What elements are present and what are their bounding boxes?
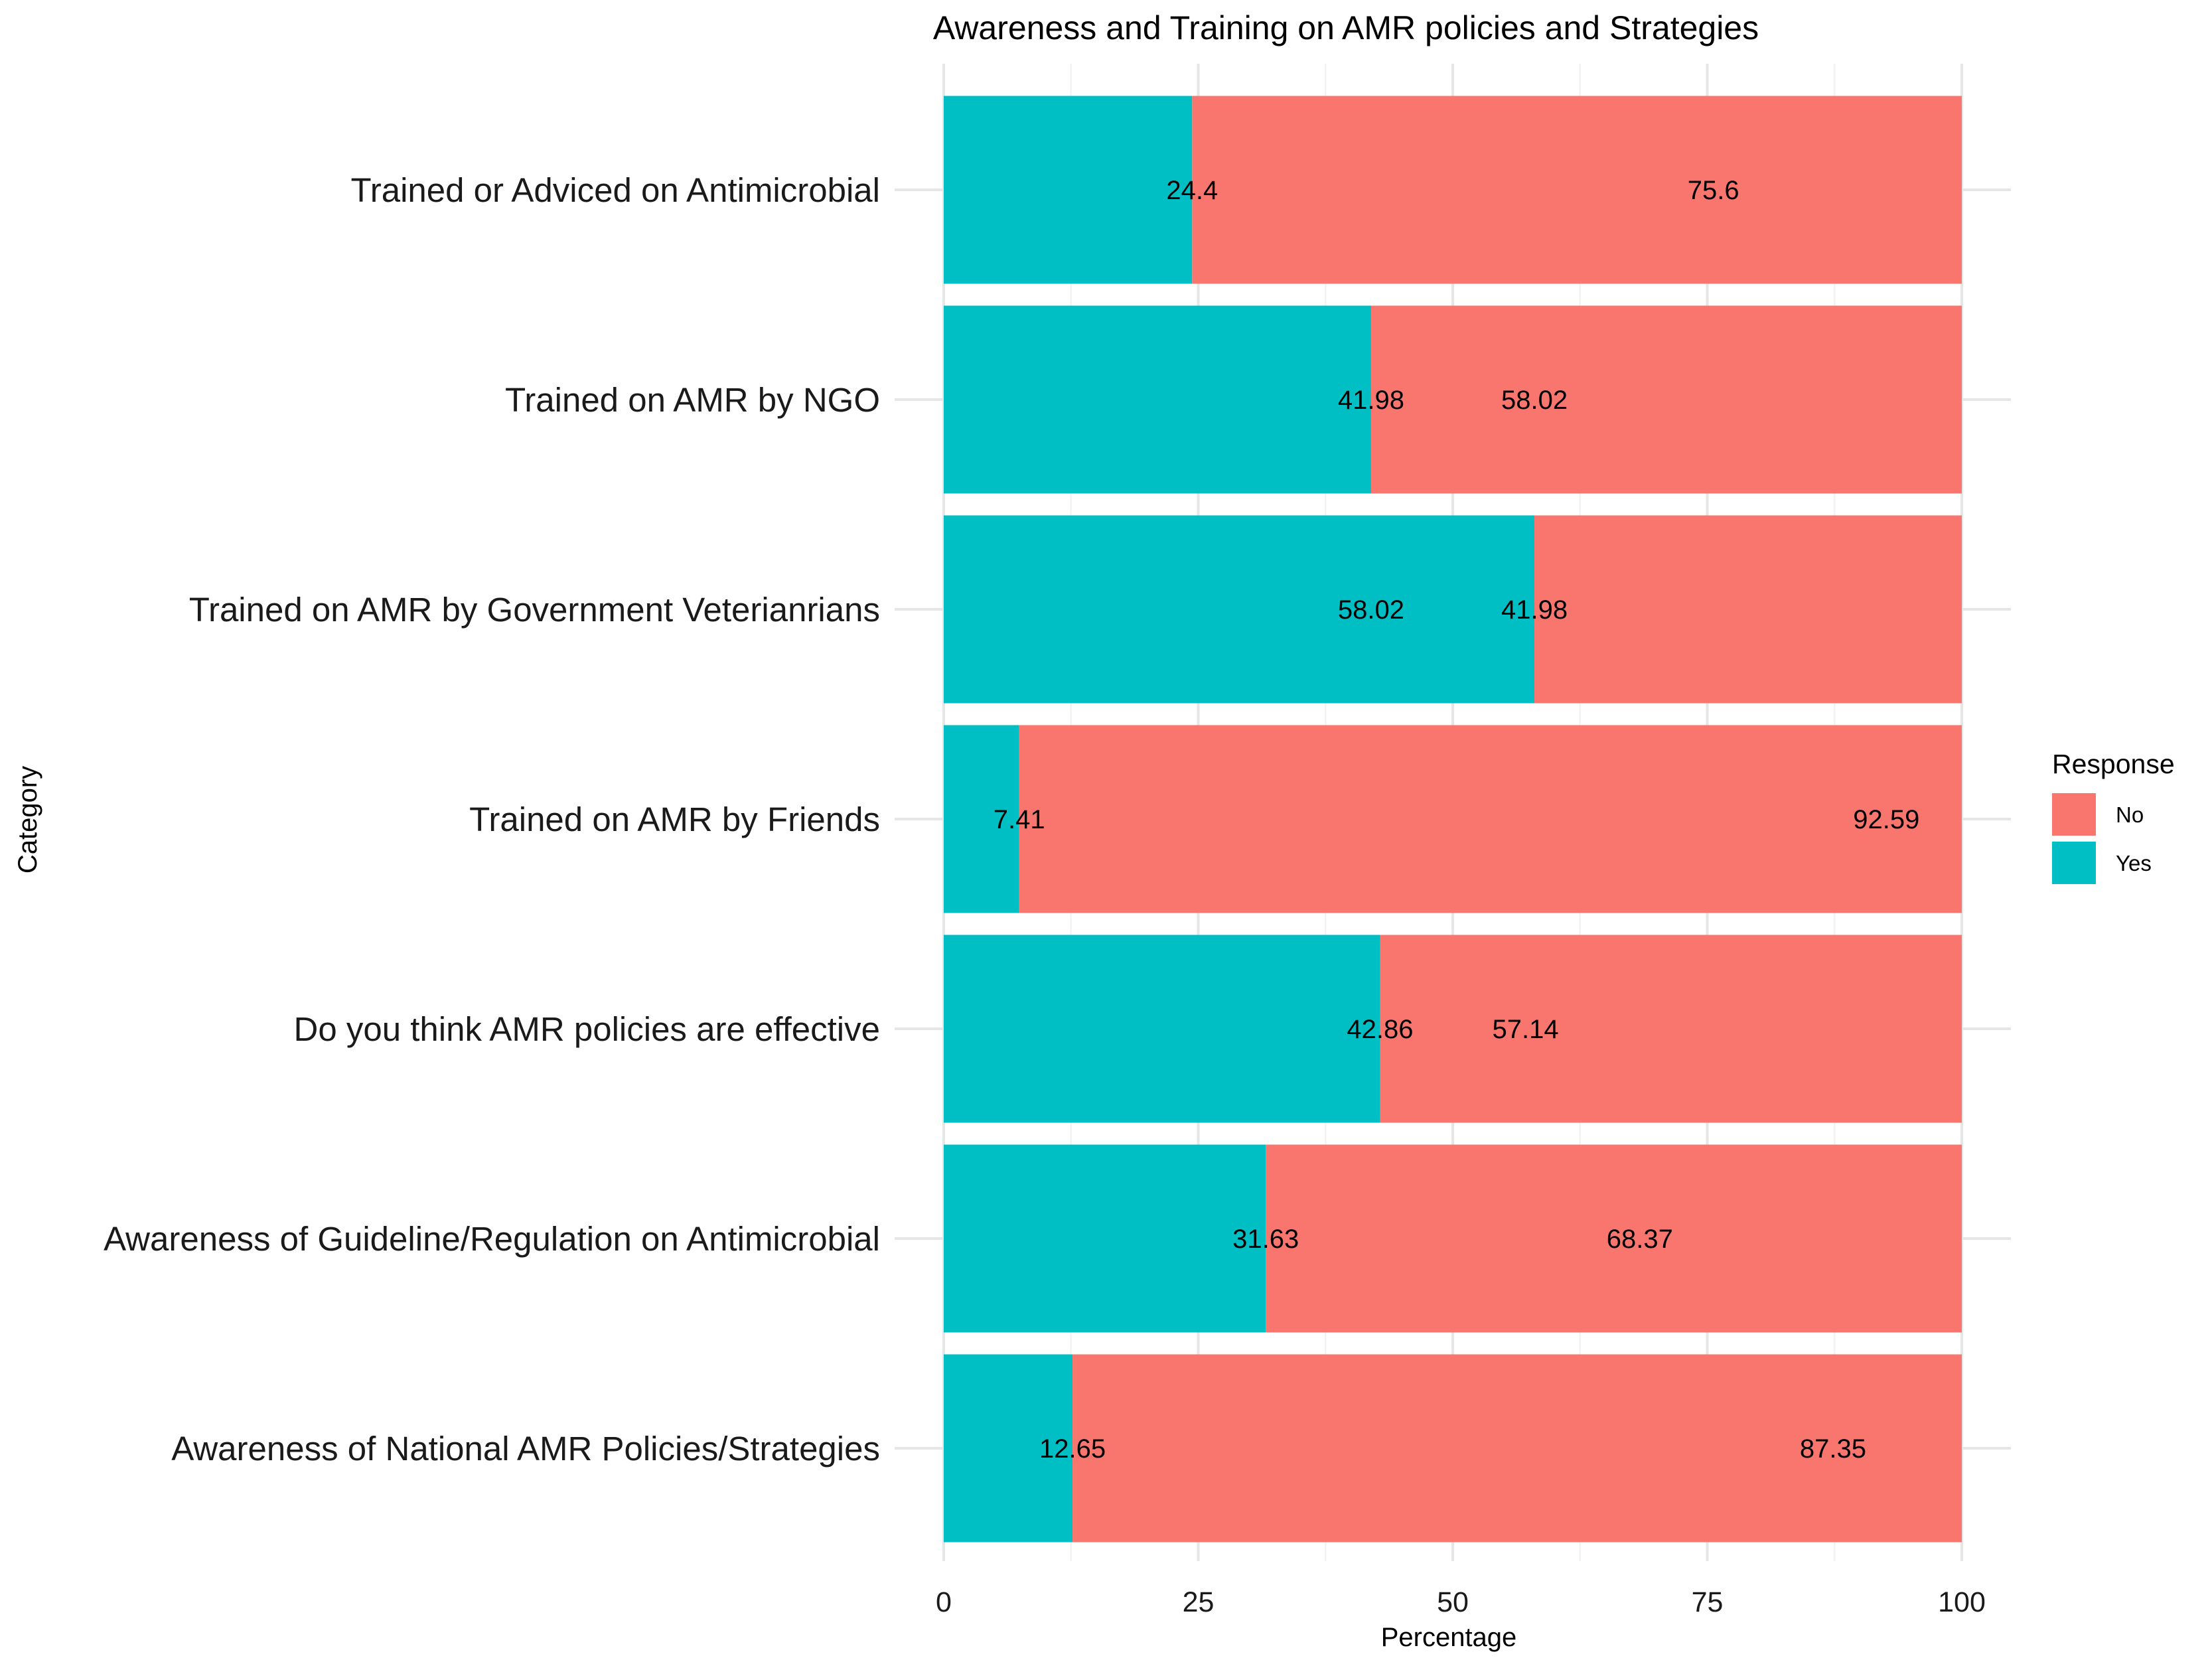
bar-yes	[944, 1144, 1266, 1333]
x-tick-label: 25	[1183, 1586, 1215, 1618]
y-category-label: Awareness of National AMR Policies/Strat…	[171, 1430, 880, 1468]
y-category-label: Trained or Adviced on Antimicrobial	[350, 171, 880, 209]
legend-swatch-yes	[2052, 842, 2096, 884]
data-label-yes: 41.98	[1501, 595, 1568, 625]
y-category-label: Trained on AMR by Friends	[469, 800, 880, 838]
y-category-label: Do you think AMR policies are effective	[294, 1010, 881, 1048]
data-label-no: 75.6	[1688, 176, 1739, 205]
data-label-no: 57.14	[1492, 1015, 1558, 1044]
legend-swatch-no	[2052, 793, 2096, 836]
data-label-yes: 41.98	[1338, 386, 1404, 415]
y-axis-category-labels: Trained or Adviced on Antimicrobial Train…	[104, 171, 880, 1468]
data-label-no: 92.59	[1853, 805, 1919, 834]
data-labels: 24.4 75.6 41.98 58.02 41.98 58.02 7.41 92.59 42.…	[994, 176, 1920, 1464]
legend-label-no: No	[2116, 802, 2144, 827]
data-label-no: 58.02	[1338, 595, 1404, 625]
y-category-label: Awareness of Guideline/Regulation on Ant…	[104, 1220, 880, 1258]
chart-title: Awareness and Training on AMR policies a…	[933, 9, 1759, 46]
bars	[944, 96, 1962, 1543]
bar-yes	[944, 725, 1019, 913]
data-label-yes: 42.86	[1347, 1015, 1413, 1044]
x-tick-label: 0	[936, 1586, 952, 1618]
x-axis-title: Percentage	[1381, 1623, 1517, 1652]
y-axis-title: Category	[13, 766, 42, 873]
data-label-no: 87.35	[1800, 1434, 1866, 1464]
bar-yes	[944, 305, 1371, 494]
bar-yes	[944, 96, 1193, 284]
data-label-yes: 31.63	[1232, 1225, 1299, 1254]
bar-no	[1380, 935, 1962, 1123]
legend: Response No Yes	[2052, 749, 2175, 884]
legend-title: Response	[2052, 749, 2175, 779]
bar-no	[1019, 725, 1962, 913]
data-label-yes: 24.4	[1166, 176, 1218, 205]
data-label-no: 68.37	[1607, 1225, 1673, 1254]
bar-no	[1370, 305, 1962, 494]
bar-yes	[944, 515, 1535, 704]
x-tick-label: 50	[1437, 1586, 1469, 1618]
bar-no	[1266, 1144, 1962, 1333]
data-label-yes: 7.41	[994, 805, 1045, 834]
bar-no	[1072, 1354, 1962, 1543]
y-category-label: Trained on AMR by Government Veterianria…	[189, 591, 880, 629]
bar-yes	[944, 1354, 1073, 1543]
y-category-label: Trained on AMR by NGO	[505, 381, 880, 419]
bar-yes	[944, 935, 1380, 1123]
data-label-no: 58.02	[1501, 386, 1568, 415]
bar-no	[1192, 96, 1962, 284]
legend-label-yes: Yes	[2116, 851, 2152, 875]
x-tick-label: 75	[1692, 1586, 1724, 1618]
data-label-yes: 12.65	[1039, 1434, 1106, 1464]
x-axis-tick-labels: 0 25 50 75 100	[936, 1586, 1986, 1618]
bar-no	[1534, 515, 1962, 704]
x-tick-label: 100	[1938, 1586, 1986, 1618]
